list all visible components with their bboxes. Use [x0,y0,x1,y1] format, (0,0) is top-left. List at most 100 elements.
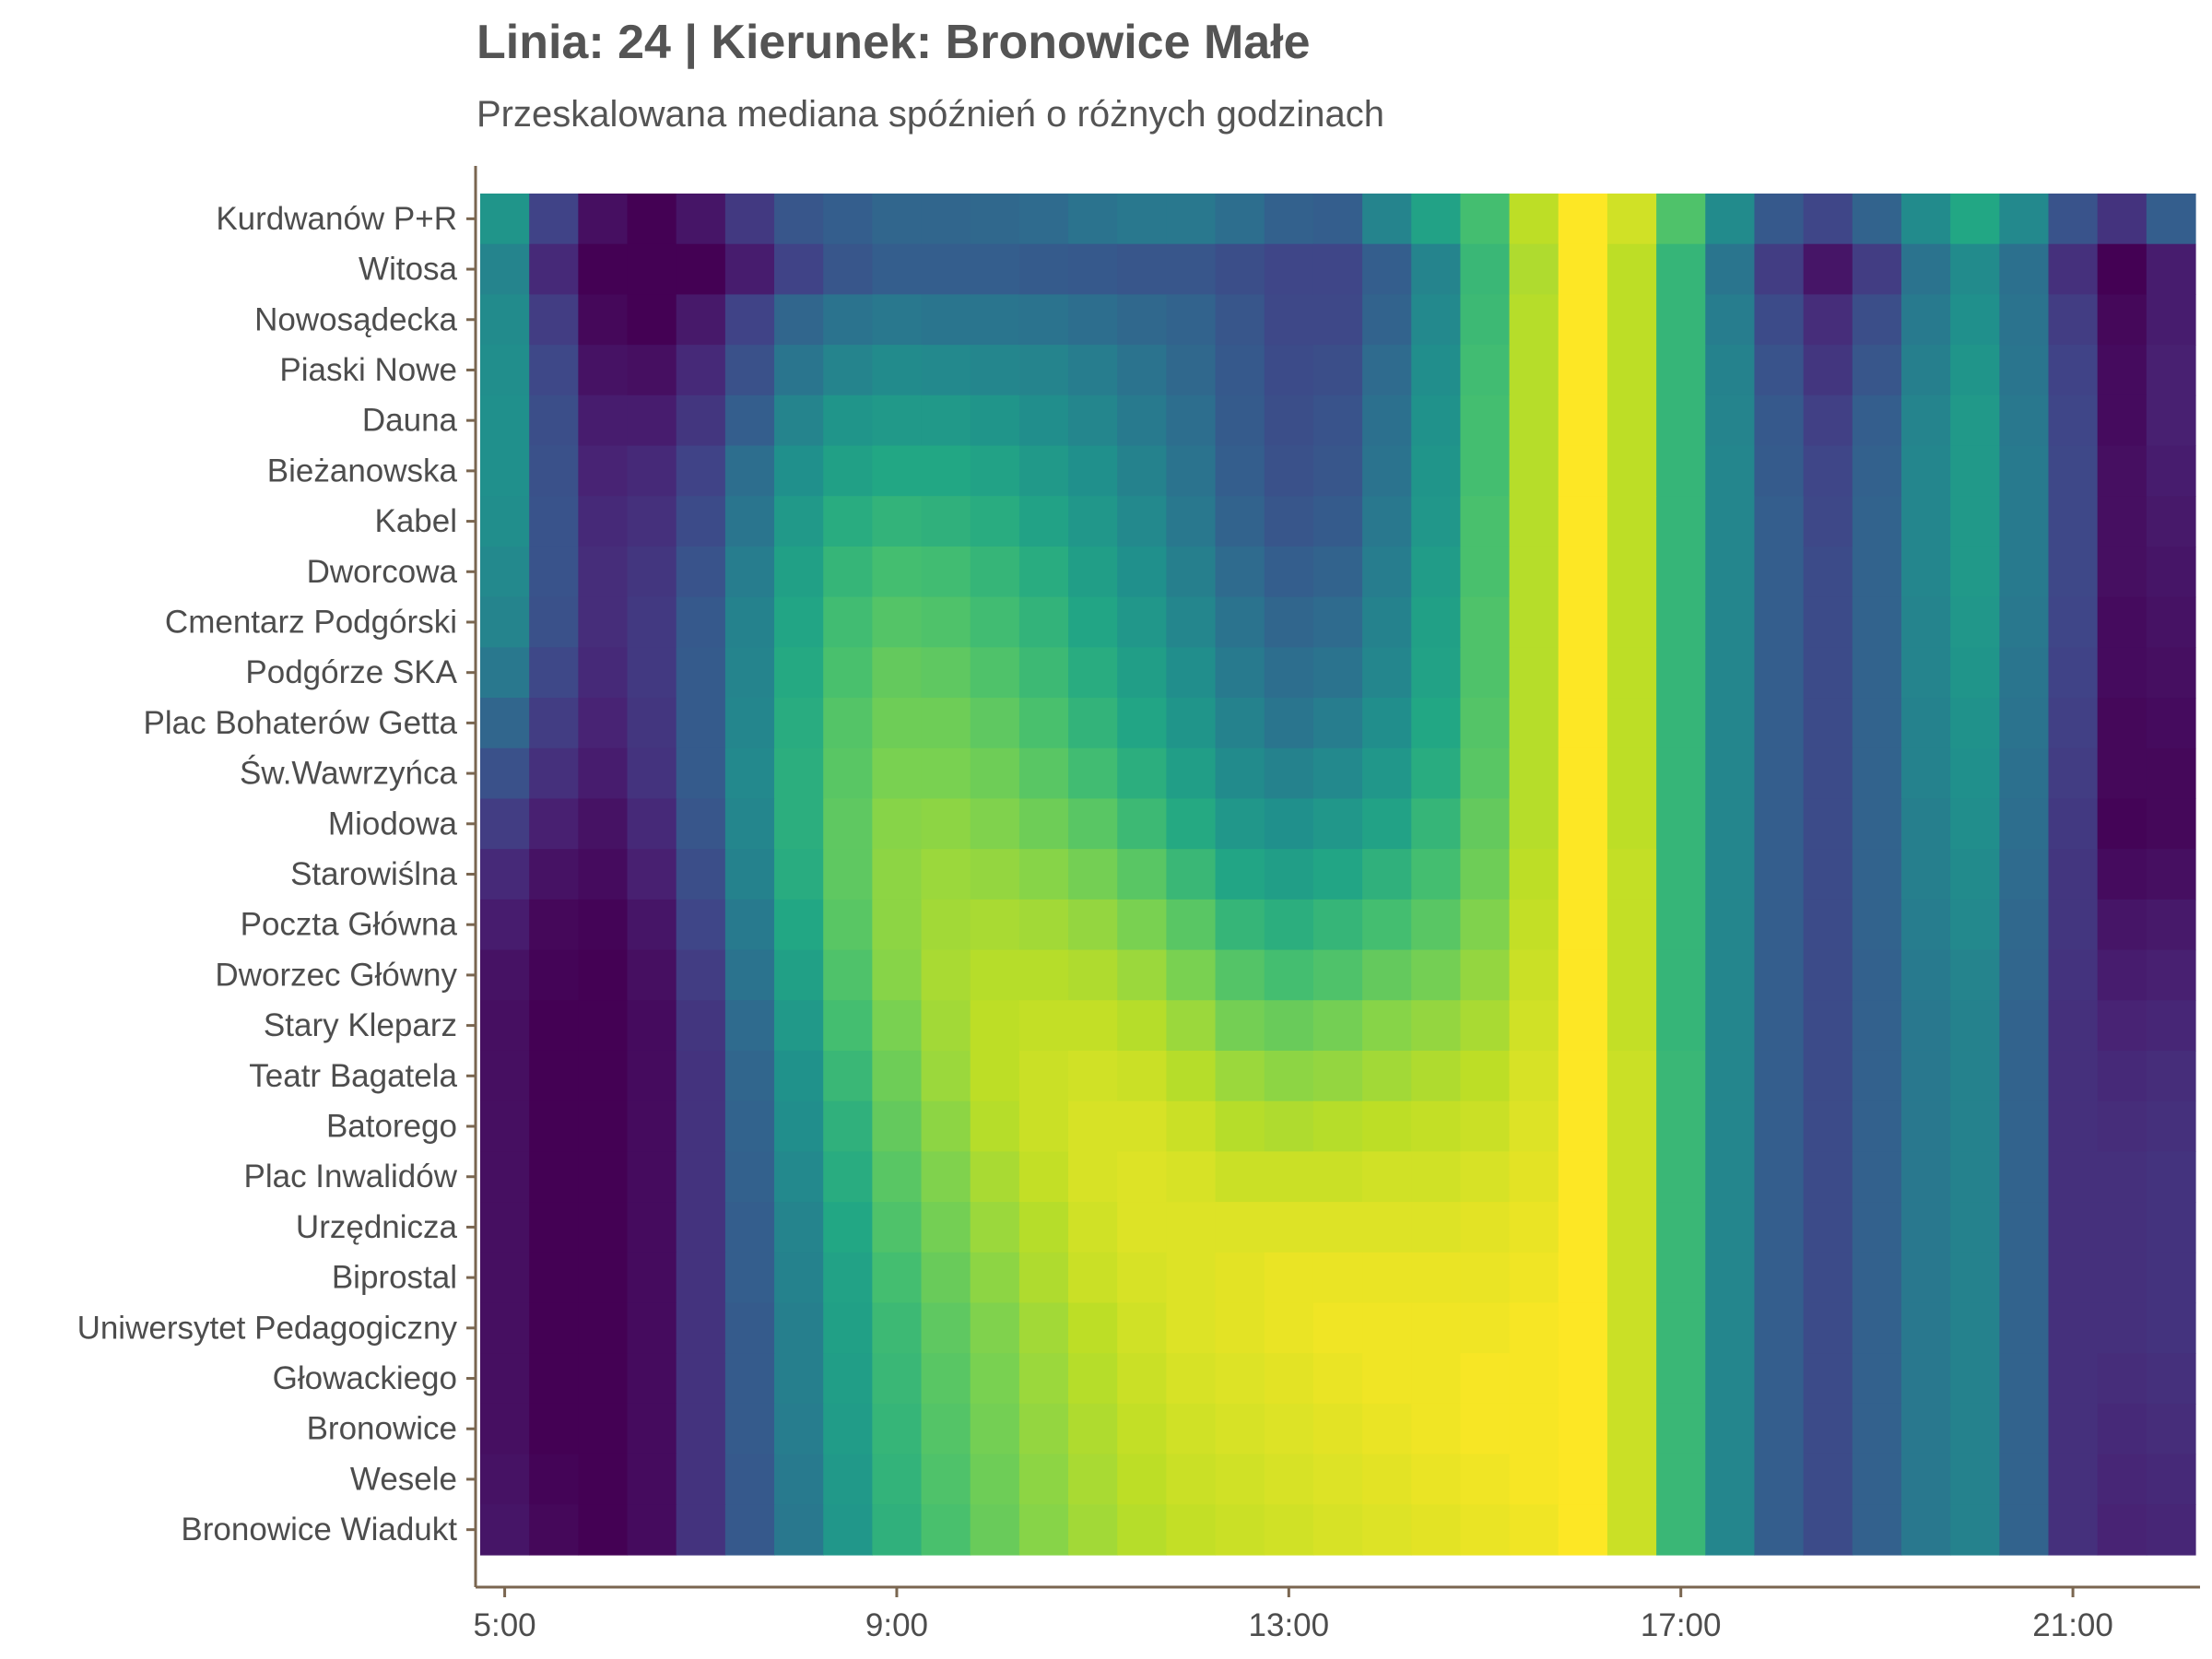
heatmap-cell [921,1151,971,1203]
heatmap-cell [1117,1353,1167,1405]
heatmap-cell [1754,1302,1805,1354]
heatmap-cell [2146,1050,2196,1102]
heatmap-cell [1999,1100,2050,1152]
heatmap-cell [1362,1000,1412,1052]
heatmap-cell [1950,445,2000,497]
heatmap-cell [1852,1000,1902,1052]
heatmap-cell [1166,1252,1217,1304]
heatmap-cell [1754,1504,1805,1556]
y-tick-label: Kabel [374,503,457,539]
heatmap-cell [1215,1151,1265,1203]
heatmap-cell [529,194,579,245]
heatmap-cell [774,698,824,749]
heatmap-cell [1312,294,1363,346]
heatmap-cell [823,849,873,900]
heatmap-cell [1999,294,2050,346]
heatmap-cell [676,1403,726,1455]
heatmap-cell [2146,949,2196,1001]
heatmap-cell [1606,1151,1657,1203]
heatmap-cell [676,1504,726,1556]
heatmap-cell [1215,445,1265,497]
heatmap-cell [1754,747,1805,800]
heatmap-cell [724,1504,775,1556]
heatmap-cell [1705,949,1756,1001]
heatmap-cell [1558,949,1608,1001]
heatmap-cell [1852,798,1902,850]
heatmap-cell [1362,949,1412,1001]
heatmap-cell [2097,647,2147,699]
heatmap-cell [627,1353,677,1405]
heatmap-cell [872,1050,923,1102]
heatmap-cell [1018,747,1069,800]
heatmap-cell [676,1302,726,1354]
heatmap-cell [1264,849,1314,900]
heatmap-cell [774,1353,824,1405]
heatmap-cell [480,647,530,699]
heatmap-cell [970,445,1020,497]
heatmap-cell [627,647,677,699]
heatmap-cell [1754,1202,1805,1253]
heatmap-cell [578,1202,629,1253]
heatmap-cell [1558,1252,1608,1304]
heatmap-cell [676,1050,726,1102]
heatmap-cell [1117,194,1167,245]
heatmap-cell [1705,194,1756,245]
heatmap-cell [823,698,873,749]
heatmap-cell [1018,1050,1069,1102]
heatmap-cell [872,1100,923,1152]
heatmap-cell [1068,1252,1118,1304]
heatmap-cell [1411,1403,1462,1455]
heatmap-cell [1606,194,1657,245]
heatmap-cell [774,1100,824,1152]
heatmap-cell [676,546,726,598]
heatmap-cell [1754,294,1805,346]
heatmap-cell [1018,1403,1069,1455]
heatmap-cell [1852,698,1902,749]
heatmap-cell [872,698,923,749]
heatmap-cell [872,1353,923,1405]
heatmap-cell [529,394,579,447]
heatmap-cell [823,445,873,497]
heatmap-cell [1166,194,1217,245]
heatmap-cell [1558,1353,1608,1405]
heatmap-cell [1264,1100,1314,1152]
heatmap-cell [2146,647,2196,699]
heatmap-cell [1705,849,1756,900]
heatmap-cell [1754,647,1805,699]
heatmap-cell [1705,1151,1756,1203]
heatmap-cell [1018,1151,1069,1203]
heatmap-cell [970,1403,1020,1455]
heatmap-cell [480,243,530,295]
heatmap-cell [1803,899,1853,951]
heatmap-cell [724,1151,775,1203]
heatmap-cell [1803,294,1853,346]
y-tick-label: Dworzec Główny [215,957,457,993]
heatmap-cell [676,294,726,346]
heatmap-cell [1999,345,2050,396]
heatmap-cell [1215,194,1265,245]
heatmap-cell [1900,1302,1951,1354]
heatmap-cell [529,647,579,699]
heatmap-cell [1166,345,1217,396]
heatmap-cell [676,747,726,800]
heatmap-cell [1362,849,1412,900]
heatmap-cell [529,1252,579,1304]
heatmap-cell [1362,394,1412,447]
heatmap-cell [1705,1353,1756,1405]
heatmap-cell [1606,1202,1657,1253]
heatmap-cell [1460,1302,1511,1354]
heatmap-cell [970,1504,1020,1556]
heatmap-cell [1558,849,1608,900]
heatmap-cell [1068,445,1118,497]
heatmap-cell [2048,1302,2099,1354]
heatmap-cell [724,1302,775,1354]
y-tick-label: Głowackiego [273,1360,457,1396]
heatmap-cell [1362,747,1412,800]
heatmap-cell [1264,798,1314,850]
heatmap-cell [1656,1302,1706,1354]
heatmap-cell [2097,294,2147,346]
heatmap-cell [1900,243,1951,295]
heatmap-cell [1215,698,1265,749]
heatmap-cell [1018,1202,1069,1253]
heatmap-cell [627,1050,677,1102]
